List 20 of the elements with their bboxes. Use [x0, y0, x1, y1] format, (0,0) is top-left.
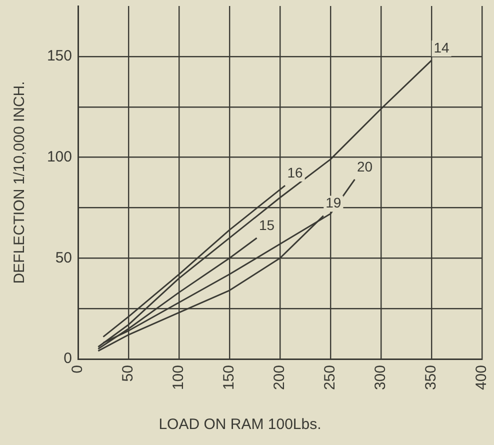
series-label: 16 [287, 164, 304, 180]
y-axis-title: DEFLECTION 1/10,000 INCH. [11, 81, 28, 284]
x-tick-label: 0 [69, 365, 86, 374]
series-label: 15 [258, 216, 275, 233]
series-label: 19 [326, 194, 342, 211]
x-tick-label: 300 [372, 365, 390, 390]
x-tick-label: 350 [422, 365, 440, 390]
series-label: 20 [356, 158, 373, 174]
series-label: 14 [434, 39, 450, 56]
x-tick-label: 100 [170, 365, 188, 390]
x-tick-label: 200 [271, 365, 288, 390]
x-tick-label: 50 [120, 365, 137, 382]
y-tick-label: 150 [46, 48, 72, 65]
x-axis-title: LOAD ON RAM 100Lbs. [158, 416, 322, 434]
y-tick-label: 100 [46, 148, 72, 166]
y-tick-label: 0 [64, 350, 72, 368]
x-tick-label: 150 [220, 365, 238, 390]
x-tick-label: 250 [322, 365, 339, 390]
x-tick-label: 400 [473, 365, 490, 390]
y-tick-label: 50 [55, 249, 72, 266]
